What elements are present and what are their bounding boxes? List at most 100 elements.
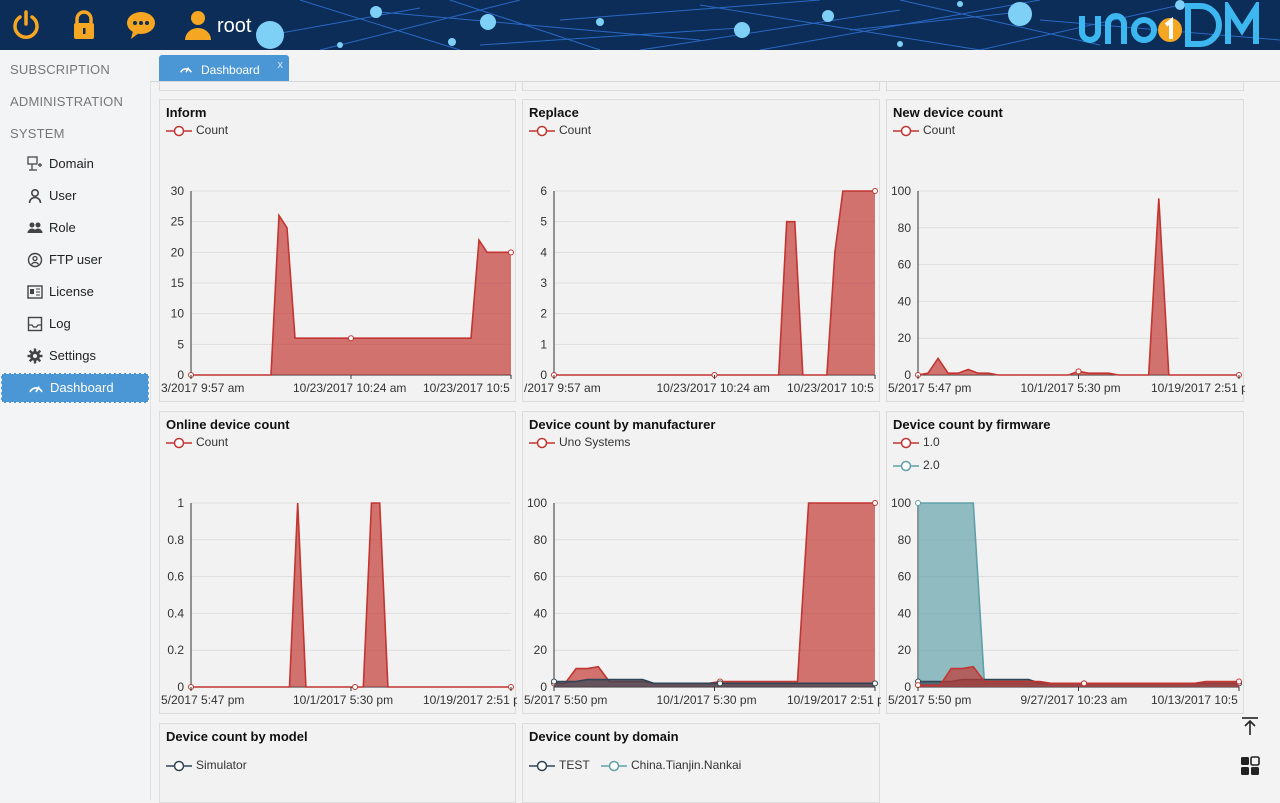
layout-grid-icon[interactable] bbox=[1240, 756, 1260, 776]
x-tick-label: 10/19/2017 2:51 pm bbox=[787, 693, 881, 707]
sidebar-item-ftp-user[interactable]: FTP user bbox=[0, 245, 150, 275]
y-tick-label: 15 bbox=[171, 276, 185, 290]
dashboard-icon bbox=[180, 67, 192, 73]
y-tick-label: 60 bbox=[534, 570, 548, 584]
sidebar-item-role[interactable]: Role bbox=[0, 213, 150, 243]
x-tick-label: 10/1/2017 5:30 pm bbox=[1021, 381, 1121, 395]
y-tick-label: 1 bbox=[177, 496, 184, 510]
sidebar-item-dashboard[interactable]: Dashboard bbox=[1, 373, 149, 403]
panel-title: Device count by domain bbox=[529, 729, 679, 744]
scroll-to-top-icon[interactable] bbox=[1240, 716, 1260, 736]
y-tick-label: 1 bbox=[540, 337, 547, 351]
y-tick-label: 40 bbox=[534, 606, 548, 620]
legend-label: TEST bbox=[559, 758, 590, 772]
x-tick-label: 5/2017 5:50 pm bbox=[524, 693, 607, 707]
chart-inform: 0 5 10 15 20 25 30 3/2017 9:57 am 10/23/2017 10:… bbox=[161, 184, 514, 395]
sidebar-item-domain[interactable]: Domain bbox=[0, 149, 150, 179]
data-point bbox=[352, 684, 359, 690]
legend-label: Count bbox=[196, 435, 229, 449]
y-tick-label: 20 bbox=[898, 331, 912, 345]
chart-new-device-count: 0 20 40 60 80 100 5/2017 5:47 pm 10/1/2017 5:30… bbox=[888, 184, 1245, 395]
sidebar-item-user[interactable]: User bbox=[0, 181, 150, 211]
sidebar-item-label: License bbox=[49, 284, 94, 299]
legend-marker-icon bbox=[893, 437, 919, 449]
license-icon bbox=[27, 285, 43, 299]
panel-device-count-by-model: Device count by model Simulator bbox=[159, 723, 516, 803]
y-tick-label: 20 bbox=[171, 245, 185, 259]
data-point bbox=[915, 682, 921, 689]
x-tick-label: 5/2017 5:47 pm bbox=[888, 381, 971, 395]
y-tick-label: 5 bbox=[177, 337, 184, 351]
y-tick-label: 6 bbox=[540, 184, 547, 198]
series-area bbox=[191, 215, 511, 375]
y-tick-label: 80 bbox=[534, 533, 548, 547]
panel-device-count-by-domain: Device count by domain TEST China.Tianji… bbox=[522, 723, 880, 803]
x-tick-label: 10/19/2017 2:51 pm bbox=[1151, 381, 1245, 395]
power-icon[interactable] bbox=[10, 9, 42, 41]
series-line bbox=[917, 198, 1239, 376]
sidebar-item-settings[interactable]: Settings bbox=[0, 341, 150, 371]
x-tick-label: 10/23/2017 10:24 am bbox=[293, 381, 406, 395]
y-tick-label: 4 bbox=[540, 245, 547, 259]
x-tick-label: 10/19/2017 2:51 pm bbox=[423, 693, 517, 707]
sidebar-section-system[interactable]: SYSTEM bbox=[10, 126, 65, 141]
legend-marker-icon bbox=[893, 125, 919, 137]
role-icon bbox=[27, 222, 43, 233]
y-tick-label: 0.2 bbox=[167, 643, 184, 657]
x-tick-label: 3/2017 9:57 am bbox=[161, 381, 244, 395]
sidebar-section-subscription[interactable]: SUBSCRIPTION bbox=[10, 62, 110, 77]
panel-title: Device count by manufacturer bbox=[529, 417, 716, 432]
series-line bbox=[191, 502, 511, 688]
uno1dm-logo bbox=[1079, 2, 1259, 47]
legend-label: Count bbox=[196, 123, 229, 137]
chat-icon[interactable] bbox=[125, 9, 157, 41]
tab-label: Dashboard bbox=[201, 63, 260, 77]
tab-close-button[interactable]: x bbox=[277, 59, 284, 71]
y-tick-label: 80 bbox=[898, 533, 912, 547]
data-point bbox=[872, 500, 878, 506]
x-tick-label: 10/23/2017 10:5 bbox=[787, 381, 874, 395]
panel-inform: Inform Count 0 5 10 15 20 25 30 3/2017 9:57 am 1… bbox=[159, 99, 516, 402]
legend-marker-icon bbox=[166, 437, 192, 449]
chart-replace: 0 1 2 3 4 5 6/2017 9:57 am 10/23/2017 10:24 am 1… bbox=[524, 184, 878, 395]
sidebar-section-administration[interactable]: ADMINISTRATION bbox=[10, 94, 124, 109]
sidebar: SUBSCRIPTION ADMINISTRATION SYSTEM Domai… bbox=[0, 50, 151, 800]
panel-title: Device count by firmware bbox=[893, 417, 1051, 432]
user-profile-icon[interactable] bbox=[182, 9, 214, 41]
dashboard-icon bbox=[29, 386, 43, 393]
y-tick-label: 0 bbox=[540, 368, 547, 382]
data-point bbox=[1236, 678, 1242, 685]
x-tick-label: /2017 9:57 am bbox=[524, 381, 601, 395]
x-tick-label: 10/1/2017 5:30 pm bbox=[657, 693, 757, 707]
sidebar-item-label: User bbox=[49, 188, 77, 203]
legend-marker-icon bbox=[893, 460, 919, 472]
legend-marker-icon bbox=[529, 125, 555, 137]
top-header: root bbox=[0, 0, 1280, 50]
username-label[interactable]: root bbox=[217, 15, 252, 37]
y-tick-label: 0.6 bbox=[167, 570, 184, 584]
sidebar-item-label: FTP user bbox=[49, 252, 103, 267]
tab-divider bbox=[150, 81, 1280, 82]
x-tick-label: 5/2017 5:50 pm bbox=[888, 693, 971, 707]
series-area bbox=[554, 191, 875, 375]
ftp-user-icon bbox=[27, 252, 43, 268]
panel-title: Replace bbox=[529, 105, 579, 120]
legend-marker-icon bbox=[601, 760, 627, 772]
tab-dashboard[interactable]: Dashboard x bbox=[159, 55, 289, 82]
panel-title: Device count by model bbox=[166, 729, 308, 744]
y-tick-label: 0.4 bbox=[167, 606, 184, 620]
y-tick-label: 3 bbox=[540, 276, 547, 290]
series-area bbox=[554, 503, 875, 687]
legend-marker-icon bbox=[529, 437, 555, 449]
panel-title: New device count bbox=[893, 105, 1003, 120]
lock-icon[interactable] bbox=[68, 9, 100, 41]
data-point bbox=[348, 335, 354, 342]
y-tick-label: 100 bbox=[891, 184, 911, 198]
y-tick-label: 0 bbox=[177, 368, 184, 382]
y-tick-label: 20 bbox=[534, 643, 548, 657]
panel-title: Online device count bbox=[166, 417, 290, 432]
legend-label: Simulator bbox=[196, 758, 247, 772]
domain-icon bbox=[27, 156, 42, 171]
sidebar-item-license[interactable]: License bbox=[0, 277, 150, 307]
sidebar-item-log[interactable]: Log bbox=[0, 309, 150, 339]
